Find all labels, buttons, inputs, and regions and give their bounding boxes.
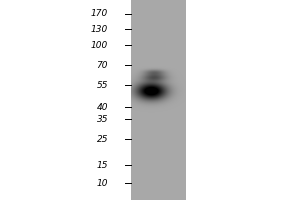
- Text: 100: 100: [91, 40, 108, 49]
- Text: 25: 25: [97, 134, 108, 144]
- Text: 55: 55: [97, 81, 108, 90]
- Text: 40: 40: [97, 102, 108, 112]
- Bar: [130, 0, 186, 200]
- Text: 15: 15: [97, 160, 108, 170]
- Text: 170: 170: [91, 9, 108, 19]
- Text: 35: 35: [97, 114, 108, 123]
- Text: 70: 70: [97, 60, 108, 70]
- Text: 10: 10: [97, 178, 108, 188]
- Text: 130: 130: [91, 24, 108, 33]
